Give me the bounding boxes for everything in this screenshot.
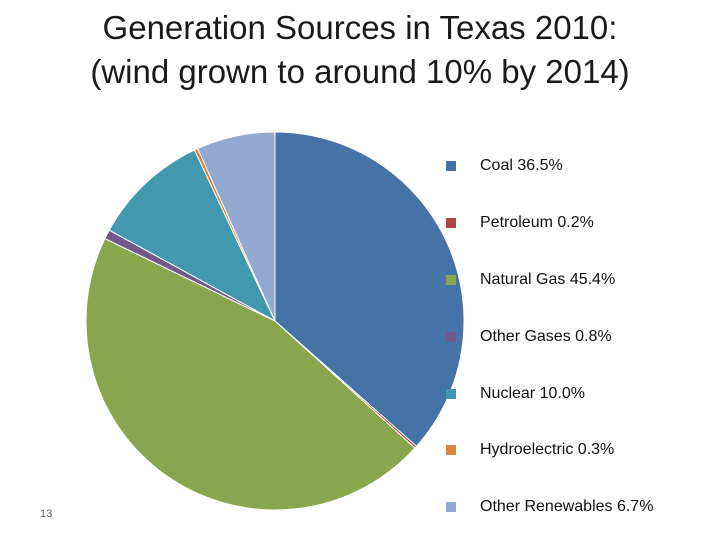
chart-legend: Coal 36.5% Petroleum 0.2% Natural Gas 45.4… bbox=[441, 138, 653, 536]
legend-swatch-natural-gas bbox=[446, 274, 456, 285]
legend-item-other-gases: Other Gases 0.8% bbox=[441, 308, 653, 365]
legend-label-hydroelectric: Hydroelectric 0.3% bbox=[480, 441, 615, 459]
legend-label-other-renewables: Other Renewables 6.7% bbox=[480, 498, 654, 516]
legend-label-natural-gas: Natural Gas 45.4% bbox=[480, 270, 616, 288]
legend-label-nuclear: Nuclear 10.0% bbox=[480, 384, 585, 402]
pie-slice-other-renewables bbox=[197, 131, 276, 322]
legend-label-coal: Coal 36.5% bbox=[480, 157, 563, 175]
pie-slice-natural-gas bbox=[85, 237, 416, 511]
legend-item-hydroelectric: Hydroelectric 0.3% bbox=[441, 422, 653, 479]
legend-item-nuclear: Nuclear 10.0% bbox=[441, 365, 653, 422]
chart-title-line-1: Generation Sources in Texas 2010: bbox=[102, 9, 618, 46]
legend-item-natural-gas: Natural Gas 45.4% bbox=[441, 252, 653, 309]
slide-number: 13 bbox=[40, 508, 53, 520]
legend-swatch-nuclear bbox=[446, 388, 456, 399]
legend-swatch-other-renewables bbox=[446, 502, 456, 513]
legend-item-other-renewables: Other Renewables 6.7% bbox=[441, 479, 653, 536]
legend-item-coal: Coal 36.5% bbox=[441, 138, 653, 195]
chart-title: Generation Sources in Texas 2010: (wind … bbox=[0, 6, 720, 94]
legend-swatch-coal bbox=[446, 161, 456, 172]
legend-swatch-other-gases bbox=[446, 331, 456, 342]
chart-title-line-2: (wind grown to around 10% by 2014) bbox=[90, 53, 630, 90]
legend-label-other-gases: Other Gases 0.8% bbox=[480, 327, 612, 345]
legend-swatch-hydroelectric bbox=[446, 445, 456, 456]
pie-slice-nuclear bbox=[108, 149, 277, 323]
legend-swatch-petroleum bbox=[446, 218, 456, 229]
legend-item-petroleum: Petroleum 0.2% bbox=[441, 195, 653, 252]
legend-label-petroleum: Petroleum 0.2% bbox=[480, 214, 594, 232]
